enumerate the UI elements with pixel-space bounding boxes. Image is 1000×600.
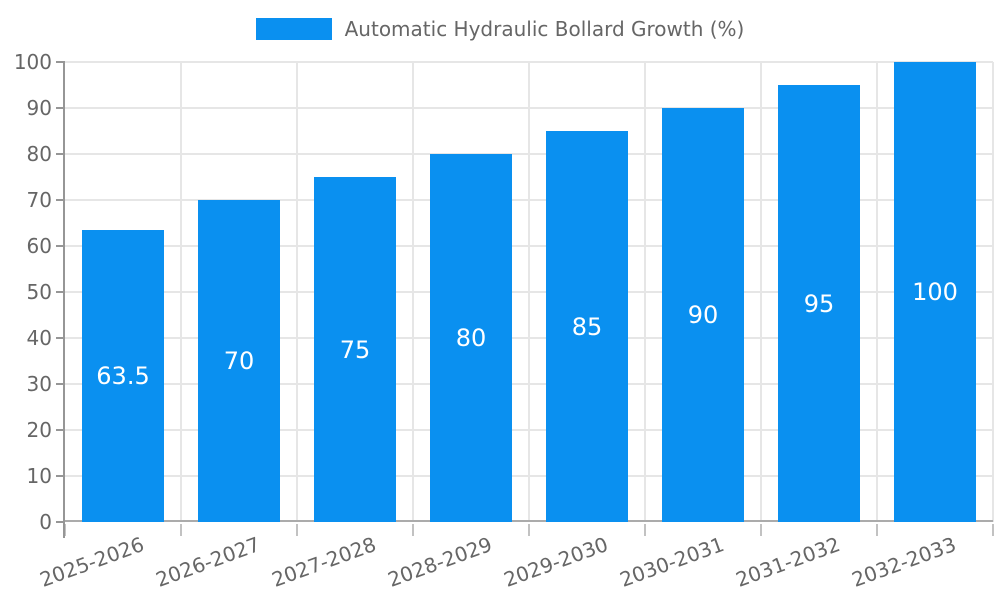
y-axis-line	[63, 62, 65, 538]
y-tick-mark	[56, 291, 65, 293]
x-tick-label: 2026-2027	[152, 532, 264, 592]
x-tick-mark	[760, 524, 762, 536]
legend-swatch	[255, 18, 332, 40]
bar-value-label: 75	[339, 335, 371, 364]
y-tick-mark	[56, 153, 65, 155]
x-tick-mark	[296, 524, 298, 536]
gridline-v	[760, 62, 762, 522]
y-tick-label: 0	[39, 510, 52, 534]
gridline-h	[65, 61, 993, 63]
y-tick-mark	[56, 107, 65, 109]
x-tick-mark	[528, 524, 530, 536]
bar	[198, 200, 280, 522]
bar	[314, 177, 396, 522]
y-tick-mark	[56, 429, 65, 431]
x-tick-mark	[412, 524, 414, 536]
bar	[546, 131, 628, 522]
bar	[430, 154, 512, 522]
y-tick-mark	[56, 337, 65, 339]
y-tick-mark	[56, 475, 65, 477]
chart-legend: Automatic Hydraulic Bollard Growth (%)	[0, 16, 1000, 42]
bar	[778, 85, 860, 522]
x-tick-mark	[180, 524, 182, 536]
x-tick-mark	[64, 524, 66, 536]
y-tick-label: 90	[26, 96, 52, 120]
gridline-v	[296, 62, 298, 522]
bar-value-label: 95	[803, 289, 835, 318]
y-tick-mark	[56, 245, 65, 247]
gridline-v	[412, 62, 414, 522]
gridline-v	[992, 62, 994, 522]
bar	[662, 108, 744, 522]
x-tick-label: 2027-2028	[268, 532, 380, 592]
y-tick-label: 70	[26, 188, 52, 212]
gridline-v	[180, 62, 182, 522]
x-tick-label: 2028-2029	[384, 532, 496, 592]
gridline-v	[528, 62, 530, 522]
x-tick-label: 2032-2033	[848, 532, 960, 592]
x-tick-mark	[992, 524, 994, 536]
legend-label: Automatic Hydraulic Bollard Growth (%)	[344, 17, 745, 41]
y-tick-label: 100	[13, 50, 52, 74]
y-tick-label: 30	[26, 372, 52, 396]
y-tick-label: 40	[26, 326, 52, 350]
y-tick-label: 60	[26, 234, 52, 258]
bar-value-label: 100	[912, 278, 958, 306]
bar-value-label: 85	[571, 312, 603, 341]
bar-value-label: 63.5	[96, 361, 150, 390]
y-tick-mark	[56, 61, 65, 63]
bar-value-label: 80	[455, 324, 487, 352]
bar	[894, 62, 976, 522]
y-tick-mark	[56, 199, 65, 201]
x-tick-label: 2029-2030	[500, 532, 612, 592]
x-tick-label: 2031-2032	[732, 532, 844, 592]
bar-value-label: 70	[223, 347, 255, 375]
gridline-v	[876, 62, 878, 522]
x-tick-mark	[876, 524, 878, 536]
x-tick-mark	[644, 524, 646, 536]
bar-value-label: 90	[687, 301, 719, 329]
x-tick-label: 2025-2026	[36, 532, 148, 592]
gridline-v	[644, 62, 646, 522]
y-tick-label: 50	[26, 280, 52, 304]
y-tick-label: 80	[26, 142, 52, 166]
y-tick-label: 10	[26, 464, 52, 488]
x-tick-label: 2030-2031	[616, 532, 728, 592]
bar	[82, 229, 164, 522]
y-tick-mark	[56, 521, 65, 523]
y-tick-mark	[56, 383, 65, 385]
legend-item[interactable]: Automatic Hydraulic Bollard Growth (%)	[255, 16, 745, 42]
y-tick-label: 20	[26, 418, 52, 442]
x-axis-line	[65, 520, 993, 522]
